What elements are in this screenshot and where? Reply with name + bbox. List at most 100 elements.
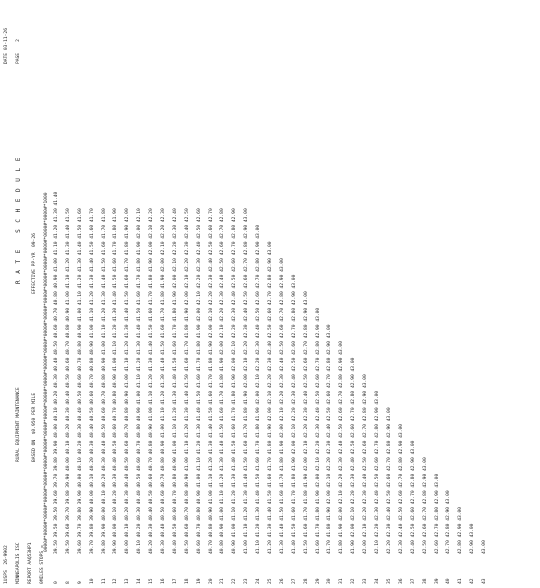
table-row: 20 40.70 40.80 40.90 41.00 41.10 41.20 41… (206, 4, 218, 584)
table-row: 36 42.30 42.40 42.50 42.60 42.70 42.80 42… (396, 4, 408, 584)
row-miles: 40 (446, 578, 452, 584)
row-miles: 0 (54, 581, 59, 584)
form-id: 1USPS 26-9902 (4, 545, 9, 584)
rate-basis: BASED ON $0.950 PER MILE (32, 392, 37, 462)
row-rates: 41.30 41.40 41.50 41.60 41.70 41.80 41.9… (279, 258, 285, 554)
row-rates: 40.00 40.10 40.20 40.30 40.40 40.50 40.6… (125, 208, 131, 554)
table-row: 35 42.20 42.30 42.40 42.50 42.60 42.70 42… (384, 4, 396, 584)
report-title: RURAL EQUIPMENT MAINTENANCE (16, 387, 21, 462)
row-rates: 42.00 42.10 42.20 42.30 42.40 42.50 42.6… (363, 374, 369, 554)
row-miles: 15 (149, 578, 155, 584)
row-miles: 14 (137, 578, 143, 584)
table-row: 0 39.50 39.50 39.50 39.60 39.70 39.80 39.… (51, 4, 63, 584)
table-row: 9 39.60 39.70 39.80 39.90 40.00 40.10 40.… (75, 4, 87, 584)
table-row: 26 41.30 41.40 41.50 41.60 41.70 41.80 41… (277, 4, 289, 584)
row-rates: 40.80 40.90 41.00 41.10 41.20 41.30 41.4… (220, 208, 226, 554)
table-row: 27 41.40 41.50 41.60 41.70 41.80 41.90 42… (289, 4, 301, 584)
row-rates: 41.40 41.50 41.60 41.70 41.80 41.90 42.0… (291, 274, 297, 554)
row-rates: 41.00 41.10 41.20 41.30 41.40 41.50 41.6… (244, 208, 250, 554)
row-rates: 42.40 42.50 42.60 42.70 42.80 42.90 43.0… (410, 440, 416, 554)
table-row: 21 40.80 40.90 41.00 41.10 41.20 41.30 41… (217, 4, 229, 584)
row-rates: 39.60 39.70 39.80 39.90 40.00 40.10 40.2… (77, 208, 83, 554)
row-miles: 38 (422, 578, 428, 584)
table-row: 33 42.00 42.10 42.20 42.30 42.40 42.50 42… (360, 4, 372, 584)
row-rates: 39.70 39.80 39.90 40.00 40.10 40.20 40.3… (89, 208, 95, 554)
table-row: 8 39.50 39.60 39.70 39.80 39.90 40.00 40.… (63, 4, 75, 584)
table-row: 19 40.60 40.70 40.80 40.90 41.00 41.10 41… (194, 4, 206, 584)
table-row: 32 41.90 42.00 42.10 42.20 42.30 42.40 42… (348, 4, 360, 584)
row-miles: 18 (184, 578, 190, 584)
row-miles: 37 (410, 578, 416, 584)
table-row: 31 41.80 41.90 42.00 42.10 42.20 42.30 42… (336, 4, 348, 584)
row-rates: 39.50 39.50 39.50 39.60 39.70 39.80 39.9… (54, 191, 59, 554)
schedule-title: R A T E S C H E D U L E (15, 156, 22, 284)
row-miles: 43 (482, 578, 488, 584)
row-miles: 27 (291, 578, 297, 584)
row-miles: 41 (458, 578, 464, 584)
table-row: 34 42.10 42.20 42.30 42.40 42.50 42.60 42… (372, 4, 384, 584)
table-row: 23 41.00 41.10 41.20 41.30 41.40 41.50 41… (241, 4, 253, 584)
row-rates: 41.80 41.90 42.00 42.10 42.20 42.30 42.4… (339, 341, 345, 554)
row-rates: 43.00 (482, 540, 488, 554)
row-rates: 41.10 41.20 41.30 41.40 41.50 41.60 41.7… (256, 224, 262, 554)
row-rates: 39.90 40.00 40.10 40.20 40.30 40.40 40.5… (113, 208, 119, 554)
row-miles: 32 (351, 578, 357, 584)
rotated-report: 1USPS 26-9902 MINNEAPOLIS ISC REPORT AAQ… (0, 4, 540, 584)
row-miles: 36 (398, 578, 404, 584)
row-miles: 16 (161, 578, 167, 584)
row-rates: 42.20 42.30 42.40 42.50 42.60 42.70 42.8… (386, 407, 392, 554)
table-row: 43 43.00 (479, 4, 491, 584)
row-rates: 42.30 42.40 42.50 42.60 42.70 42.80 42.9… (398, 424, 404, 554)
table-row: 40 42.70 42.80 42.90 43.00 (443, 4, 455, 584)
row-miles: 11 (101, 578, 107, 584)
row-miles: 28 (303, 578, 309, 584)
table-row: 38 42.50 42.60 42.70 42.80 42.90 43.00 (420, 4, 432, 584)
table-row: 22 40.90 41.00 41.10 41.20 41.30 41.40 41… (229, 4, 241, 584)
row-rates: 40.90 41.00 41.10 41.20 41.30 41.40 41.5… (232, 208, 238, 554)
row-rates: 42.50 42.60 42.70 42.80 42.90 43.00 (422, 457, 428, 554)
row-rates: 40.10 40.20 40.30 40.40 40.50 40.60 40.7… (137, 208, 143, 554)
row-miles: 17 (172, 578, 178, 584)
row-rates: 40.50 40.60 40.70 40.80 40.90 41.00 41.1… (184, 208, 190, 554)
row-miles: 35 (386, 578, 392, 584)
row-rates: 40.70 40.80 40.90 41.00 41.10 41.20 41.3… (208, 208, 214, 554)
table-row: 28 41.50 41.60 41.70 41.80 41.90 42.00 42… (301, 4, 313, 584)
table-row: 10 39.70 39.80 39.90 40.00 40.10 40.20 40… (87, 4, 99, 584)
table-row: 39 42.60 42.70 42.80 42.90 43.00 (432, 4, 444, 584)
row-miles: 42 (470, 578, 476, 584)
row-rates: 39.80 39.90 40.00 40.10 40.20 40.30 40.4… (101, 208, 107, 554)
row-miles: 13 (125, 578, 131, 584)
row-miles: 25 (268, 578, 274, 584)
report-id: REPORT AAQ53HP1 (28, 542, 33, 585)
table-row: 18 40.50 40.60 40.70 40.80 40.90 41.00 41… (182, 4, 194, 584)
row-miles: 31 (339, 578, 345, 584)
effective-period: EFFECTIVE PP-YR 09-26 (32, 233, 37, 294)
row-rates: 41.20 41.30 41.40 41.50 41.60 41.70 41.8… (268, 241, 274, 554)
row-miles: 33 (363, 578, 369, 584)
row-miles: 23 (244, 578, 250, 584)
row-rates: 41.50 41.60 41.70 41.80 41.90 42.00 42.1… (303, 291, 309, 554)
table-row: 29 41.60 41.70 41.80 41.90 42.00 42.10 42… (313, 4, 325, 584)
row-miles: 30 (327, 578, 333, 584)
report-date: DATE 03-11-26 (4, 28, 9, 64)
row-rates: 41.60 41.70 41.80 41.90 42.00 42.10 42.2… (315, 307, 321, 554)
table-row: 16 40.30 40.40 40.50 40.60 40.70 40.80 40… (158, 4, 170, 584)
row-rates: 42.80 42.90 43.00 (458, 506, 464, 554)
row-rates: 42.70 42.80 42.90 43.00 (446, 490, 452, 554)
table-row: 41 42.80 42.90 43.00 (455, 4, 467, 584)
row-miles: 26 (279, 578, 285, 584)
table-row: 24 41.10 41.20 41.30 41.40 41.50 41.60 41… (253, 4, 265, 584)
table-row: 11 39.80 39.90 40.00 40.10 40.20 40.30 40… (99, 4, 111, 584)
row-miles: 12 (113, 578, 119, 584)
row-miles: 19 (196, 578, 202, 584)
row-miles: 8 (65, 581, 71, 584)
row-miles: 34 (375, 578, 381, 584)
location: MINNEAPOLIS ISC (16, 542, 21, 585)
rate-table: 0 39.50 39.50 39.50 39.60 39.70 39.80 39.… (51, 4, 491, 584)
row-rates: 40.30 40.40 40.50 40.60 40.70 40.80 40.9… (161, 208, 167, 554)
row-miles: 22 (232, 578, 238, 584)
row-rates: 40.40 40.50 40.60 40.70 40.80 40.90 41.0… (172, 208, 178, 554)
table-row: 37 42.40 42.50 42.60 42.70 42.80 42.90 43… (408, 4, 420, 584)
row-rates: 42.60 42.70 42.80 42.90 43.00 (434, 473, 440, 554)
